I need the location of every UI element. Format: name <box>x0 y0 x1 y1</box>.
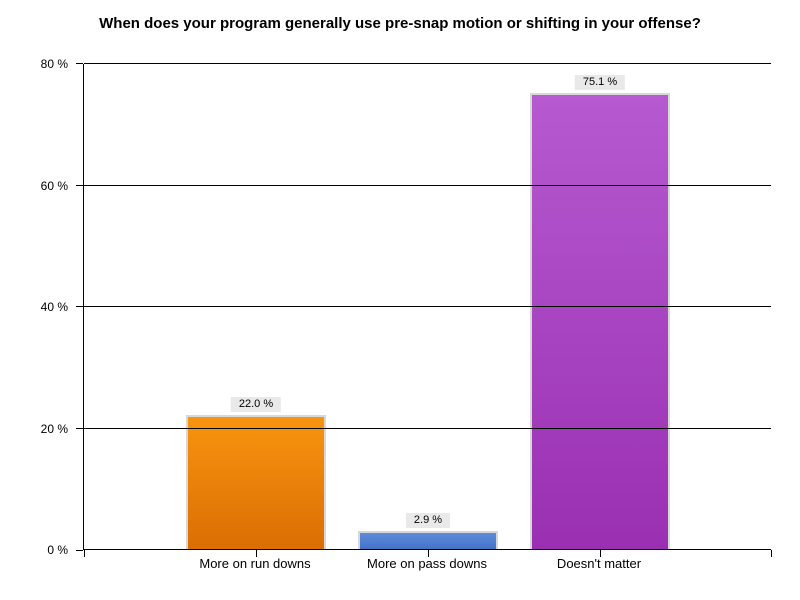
y-tick-label-0: 0 % <box>47 543 68 557</box>
category-label: More on pass downs <box>367 556 487 571</box>
bar-doesnt-matter <box>530 93 670 549</box>
value-label: 75.1 % <box>574 75 626 90</box>
value-label: 2.9 % <box>405 513 451 528</box>
y-tick-label-80: 80 % <box>40 57 68 71</box>
chart-title: When does your program generally use pre… <box>99 15 701 32</box>
category-label: Doesn't matter <box>556 556 642 571</box>
y-tick-label-20: 20 % <box>40 421 68 436</box>
bar-more-on-pass-downs <box>358 531 498 549</box>
y-tick-label-40: 40 % <box>40 300 68 314</box>
plot-area: 22.0 % 2.9 % 75.1 % <box>76 63 772 557</box>
bar-more-on-run-downs <box>186 415 326 549</box>
y-tick-label-60: 60 % <box>40 178 68 193</box>
category-label: More on run downs <box>199 556 311 571</box>
value-label: 22.0 % <box>230 397 282 412</box>
